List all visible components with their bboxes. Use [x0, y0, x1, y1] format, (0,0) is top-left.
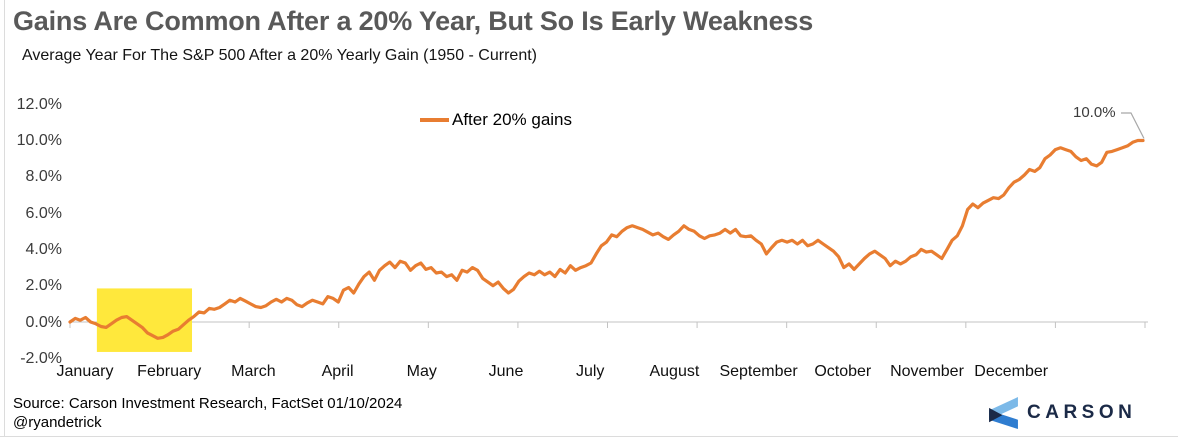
y-axis-label: 8.0%: [25, 168, 62, 186]
x-axis-label: March: [231, 363, 276, 380]
x-axis-label: December: [974, 363, 1049, 380]
y-axis-label: 6.0%: [25, 204, 62, 222]
author-handle: @ryandetrick: [13, 414, 102, 431]
endpoint-annotation: 10.0%: [1073, 104, 1116, 121]
y-axis-label: 4.0%: [25, 240, 62, 258]
y-axis-label: 10.0%: [16, 132, 62, 149]
y-axis-label: -2.0%: [20, 349, 62, 367]
source-text: Source: Carson Investment Research, Fact…: [13, 395, 403, 412]
x-axis-label: May: [406, 363, 437, 380]
left-border-rule: [4, 0, 5, 437]
x-axis-label: July: [575, 363, 605, 380]
carson-logo-icon: [989, 397, 1018, 429]
carson-logo-text: CARSON: [1027, 402, 1137, 423]
x-axis-label: April: [321, 363, 354, 380]
legend-line-swatch: [420, 118, 449, 122]
x-axis-label: October: [814, 363, 872, 380]
x-axis-label: November: [890, 363, 964, 380]
bottom-border-rule: [0, 436, 1178, 437]
x-axis-label: January: [56, 363, 114, 380]
x-axis-label: June: [488, 363, 524, 380]
legend-label: After 20% gains: [452, 110, 573, 129]
y-axis-label: 2.0%: [25, 277, 62, 295]
y-axis-label: 0.0%: [25, 313, 62, 331]
x-axis-label: February: [137, 363, 202, 380]
y-axis-label: 12.0%: [16, 95, 62, 113]
x-axis-label: September: [719, 363, 798, 380]
page-title: Gains Are Common After a 20% Year, But S…: [13, 6, 814, 36]
x-axis-label: August: [649, 363, 700, 380]
after-20pct-gains-line: [68, 138, 1145, 340]
early-weakness-highlight: [96, 288, 193, 352]
annotation-leader-line: [1121, 112, 1145, 139]
carson-logo: CARSON: [989, 397, 1136, 429]
chart-subtitle: Average Year For The S&P 500 After a 20%…: [22, 47, 537, 64]
legend: After 20% gains: [420, 110, 572, 130]
